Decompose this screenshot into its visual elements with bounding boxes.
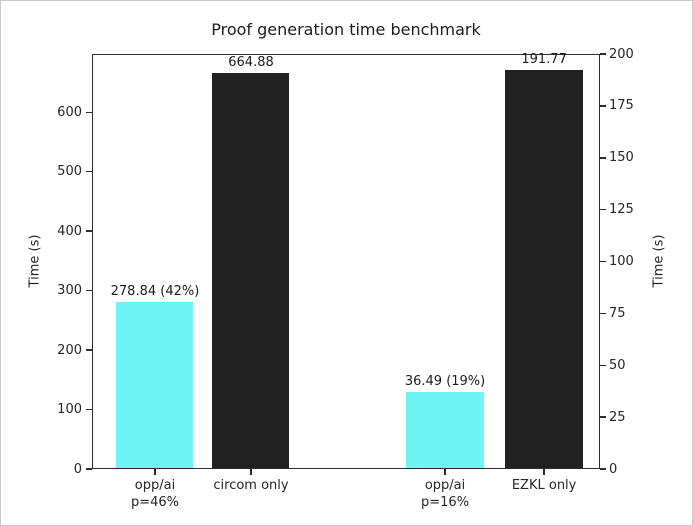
left-axis-tick-mark bbox=[86, 408, 92, 411]
bar-circom-only bbox=[211, 72, 290, 468]
bar-value-label-opp-ai-p-16: 36.49 (19%) bbox=[404, 374, 486, 390]
right-axis-tick-mark bbox=[600, 157, 606, 159]
right-axis-tick-label: 200 bbox=[609, 46, 634, 62]
right-axis-tick-mark bbox=[600, 468, 606, 470]
left-axis-tick-label: 500 bbox=[57, 164, 82, 180]
chart-title: Proof generation time benchmark bbox=[211, 20, 481, 39]
bar-value-label-opp-ai-p-46: 278.84 (42%) bbox=[110, 284, 200, 300]
x-axis-tick-mark bbox=[250, 469, 252, 475]
x-axis-tick-mark bbox=[154, 469, 156, 475]
left-axis-tick-mark bbox=[86, 111, 92, 114]
x-axis-tick-label-circom-only: circom only bbox=[213, 478, 289, 493]
plot-area bbox=[92, 54, 600, 469]
right-y-axis-label: Time (s) bbox=[651, 234, 667, 288]
bar-ezkl-only bbox=[504, 70, 583, 468]
left-axis-tick-mark bbox=[86, 289, 92, 292]
bar-value-label-ezkl-only: 191.77 bbox=[521, 52, 567, 68]
right-axis-tick-label: 150 bbox=[609, 150, 634, 166]
right-axis-tick-mark bbox=[600, 364, 606, 366]
left-axis-tick-label: 600 bbox=[57, 104, 82, 120]
right-axis-tick-label: 125 bbox=[609, 202, 634, 218]
left-axis-tick-mark bbox=[86, 230, 92, 232]
right-axis-tick-mark bbox=[600, 208, 606, 211]
right-axis-tick-label: 0 bbox=[609, 461, 618, 477]
right-axis-tick-label: 25 bbox=[609, 409, 626, 425]
bar-value-label-circom-only: 664.88 bbox=[228, 54, 274, 70]
x-axis-tick-label-opp-ai-p-16: opp/ai p=16% bbox=[421, 478, 470, 510]
right-axis-tick-mark bbox=[600, 416, 606, 418]
right-axis-tick-mark bbox=[600, 53, 606, 55]
left-axis-tick-label: 100 bbox=[57, 402, 82, 418]
right-axis-tick-label: 175 bbox=[609, 98, 634, 114]
left-axis-tick-label: 0 bbox=[73, 461, 82, 477]
x-axis-tick-mark bbox=[444, 469, 446, 475]
left-axis-tick-label: 200 bbox=[57, 342, 82, 358]
right-axis-tick-mark bbox=[600, 105, 606, 107]
bar-opp-ai-p-46 bbox=[115, 302, 194, 468]
x-axis-tick-mark bbox=[543, 469, 545, 475]
left-axis-tick-label: 300 bbox=[57, 283, 82, 299]
x-axis-tick-label-ezkl-only: EZKL only bbox=[511, 478, 577, 493]
bar-opp-ai-p-16 bbox=[405, 392, 484, 468]
right-axis-tick-label: 75 bbox=[609, 305, 626, 321]
right-axis-tick-mark bbox=[600, 260, 606, 263]
left-axis-tick-label: 400 bbox=[57, 223, 82, 239]
left-axis-tick-mark bbox=[86, 468, 92, 470]
left-axis-tick-mark bbox=[86, 349, 92, 351]
x-axis-tick-label-opp-ai-p-46: opp/ai p=46% bbox=[130, 478, 179, 510]
left-y-axis-label: Time (s) bbox=[27, 234, 43, 288]
right-axis-tick-label: 50 bbox=[609, 357, 626, 373]
left-axis-tick-mark bbox=[86, 170, 92, 173]
right-axis-tick-label: 100 bbox=[609, 254, 634, 269]
right-axis-tick-mark bbox=[600, 312, 606, 315]
